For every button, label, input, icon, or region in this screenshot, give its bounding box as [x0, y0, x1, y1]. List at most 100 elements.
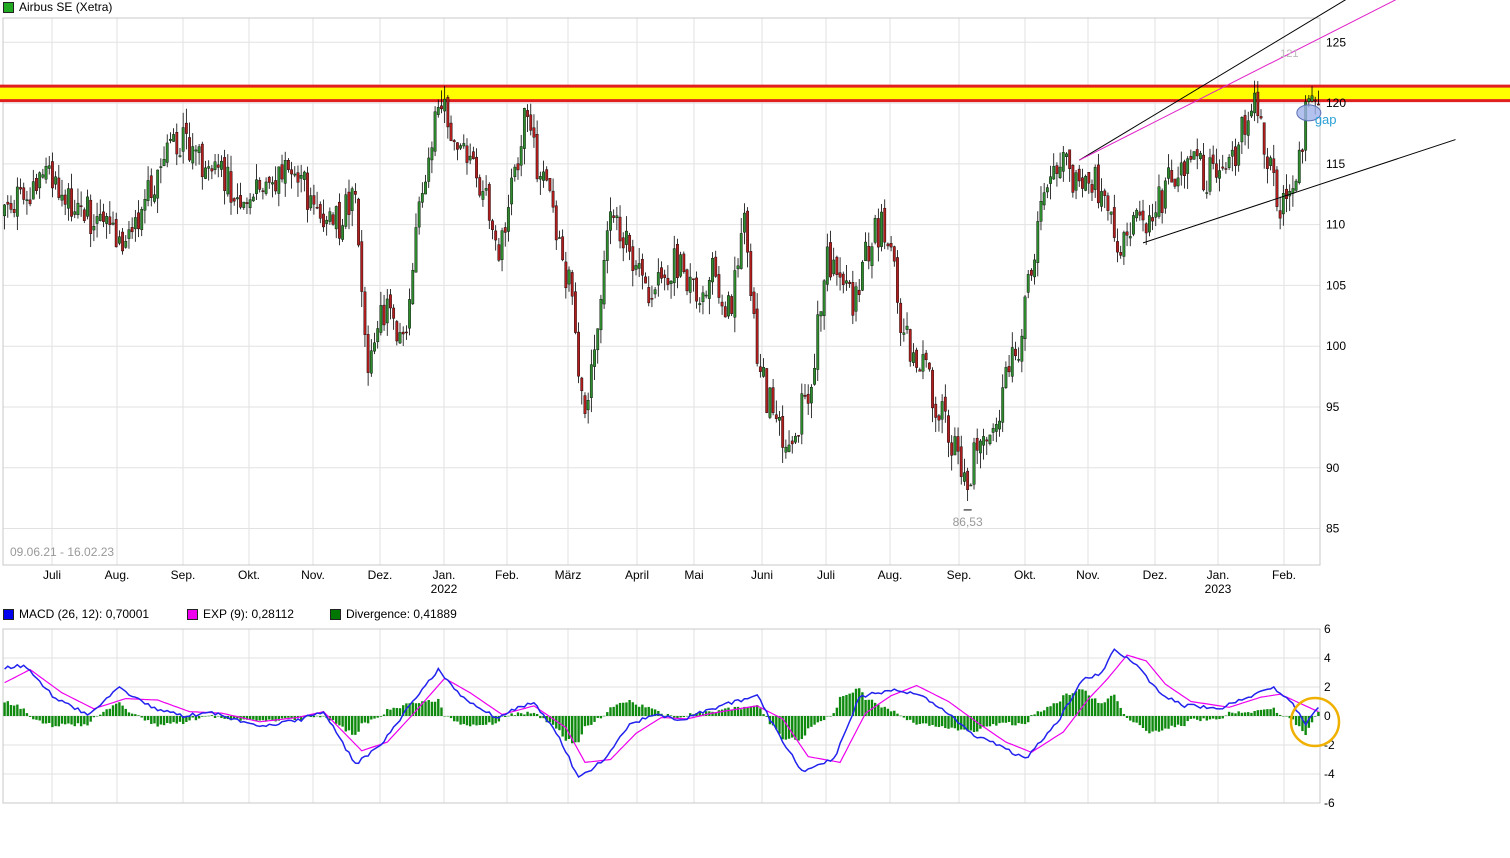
divergence-bar — [181, 716, 185, 725]
candle — [1265, 147, 1269, 184]
divergence-bar — [519, 713, 523, 716]
candle-body-down — [564, 261, 568, 289]
divergence-bar — [1071, 693, 1075, 716]
candle — [1020, 328, 1024, 373]
candle-body-up — [669, 280, 673, 285]
candle — [596, 328, 600, 364]
candle — [287, 158, 290, 173]
candle — [809, 384, 813, 419]
divergence-bar — [995, 716, 998, 726]
candle — [1128, 222, 1132, 247]
candle — [880, 203, 883, 252]
candle — [251, 193, 255, 202]
month-label: Aug. — [878, 568, 903, 582]
candle — [513, 164, 517, 182]
candle — [462, 134, 466, 149]
candle-body-up — [513, 166, 517, 178]
candle-body-down — [315, 206, 319, 209]
divergence-bar — [991, 716, 995, 725]
candle-body-down — [931, 369, 934, 409]
candle — [137, 200, 140, 238]
divergence-bar — [1231, 712, 1234, 716]
divergence-bar — [864, 699, 867, 716]
candle-body-up — [1227, 157, 1231, 168]
candle — [554, 200, 558, 250]
candlesticks — [3, 80, 1320, 502]
candle — [978, 439, 982, 469]
divergence-bar — [395, 708, 399, 716]
candle-body-up — [293, 173, 297, 176]
divergence-bar — [905, 716, 909, 721]
candle — [1167, 154, 1170, 185]
divergence-bar — [1145, 716, 1148, 731]
divergence-bar — [896, 713, 899, 716]
candle-body-up — [1093, 167, 1097, 190]
divergence-bar — [370, 716, 373, 720]
candle — [794, 432, 797, 444]
candle — [650, 285, 654, 308]
candle — [628, 232, 632, 261]
divergence-bar — [137, 715, 140, 716]
candle-body-up — [181, 127, 185, 152]
divergence-bar — [162, 716, 166, 726]
date-range-label: 09.06.21 - 16.02.23 — [10, 545, 114, 559]
candle — [570, 269, 574, 305]
candle — [277, 166, 281, 207]
candle — [430, 141, 434, 174]
candle-body-down — [797, 435, 801, 437]
candle — [679, 251, 683, 278]
candle — [860, 260, 864, 292]
macd-y-ticks: 6 4 2 0 -2 -4 -6 — [1324, 622, 1335, 810]
divergence-bar — [468, 716, 472, 727]
gap-label: gap — [1315, 112, 1337, 127]
divergence-bar — [115, 703, 118, 716]
divergence-bar — [1275, 712, 1279, 716]
candle-body-down — [223, 157, 227, 191]
divergence-bar — [555, 716, 558, 729]
candle-body-down — [89, 199, 93, 234]
resistance-zone — [0, 84, 1510, 103]
divergence-bar — [599, 716, 603, 719]
candle — [1106, 192, 1110, 221]
candle-body-down — [108, 216, 112, 226]
candle-body-down — [535, 134, 539, 180]
candle — [1033, 253, 1036, 285]
candle-body-down — [660, 267, 663, 279]
candle — [133, 209, 137, 242]
divergence-bar — [150, 716, 153, 724]
price-legend: Airbus SE (Xetra) — [3, 0, 112, 14]
candle-body-up — [1135, 209, 1139, 219]
candle-body-up — [599, 299, 603, 331]
candle-body-down — [1151, 217, 1154, 222]
divergence-bar — [969, 716, 973, 731]
divergence-bar — [1294, 716, 1298, 726]
candle-body-down — [306, 172, 309, 210]
divergence-bar — [1183, 716, 1186, 727]
divergence-bar — [1160, 716, 1164, 731]
candle-body-up — [31, 181, 35, 200]
candle-body-up — [427, 157, 431, 182]
divergence-bar — [287, 716, 290, 718]
divergence-bar — [778, 716, 781, 734]
candle-body-down — [1170, 170, 1174, 183]
candle — [892, 245, 896, 267]
candle — [117, 230, 121, 246]
candle — [353, 183, 357, 204]
candle-body-up — [73, 211, 77, 215]
divergence-bar — [909, 716, 912, 720]
candle-body-up — [1147, 215, 1151, 233]
candle-body-down — [959, 446, 963, 477]
candle-body-up — [414, 227, 418, 273]
candle — [347, 179, 351, 230]
candle — [54, 171, 58, 190]
candle — [41, 168, 45, 179]
divergence-bar — [277, 716, 281, 721]
candle — [149, 168, 153, 207]
candle — [35, 173, 38, 195]
candle-body-down — [829, 242, 832, 278]
divergence-bar — [1090, 698, 1094, 716]
divergence-bar — [201, 716, 204, 717]
candle — [12, 199, 16, 218]
candle — [835, 255, 839, 286]
divergence-bar — [963, 716, 966, 730]
